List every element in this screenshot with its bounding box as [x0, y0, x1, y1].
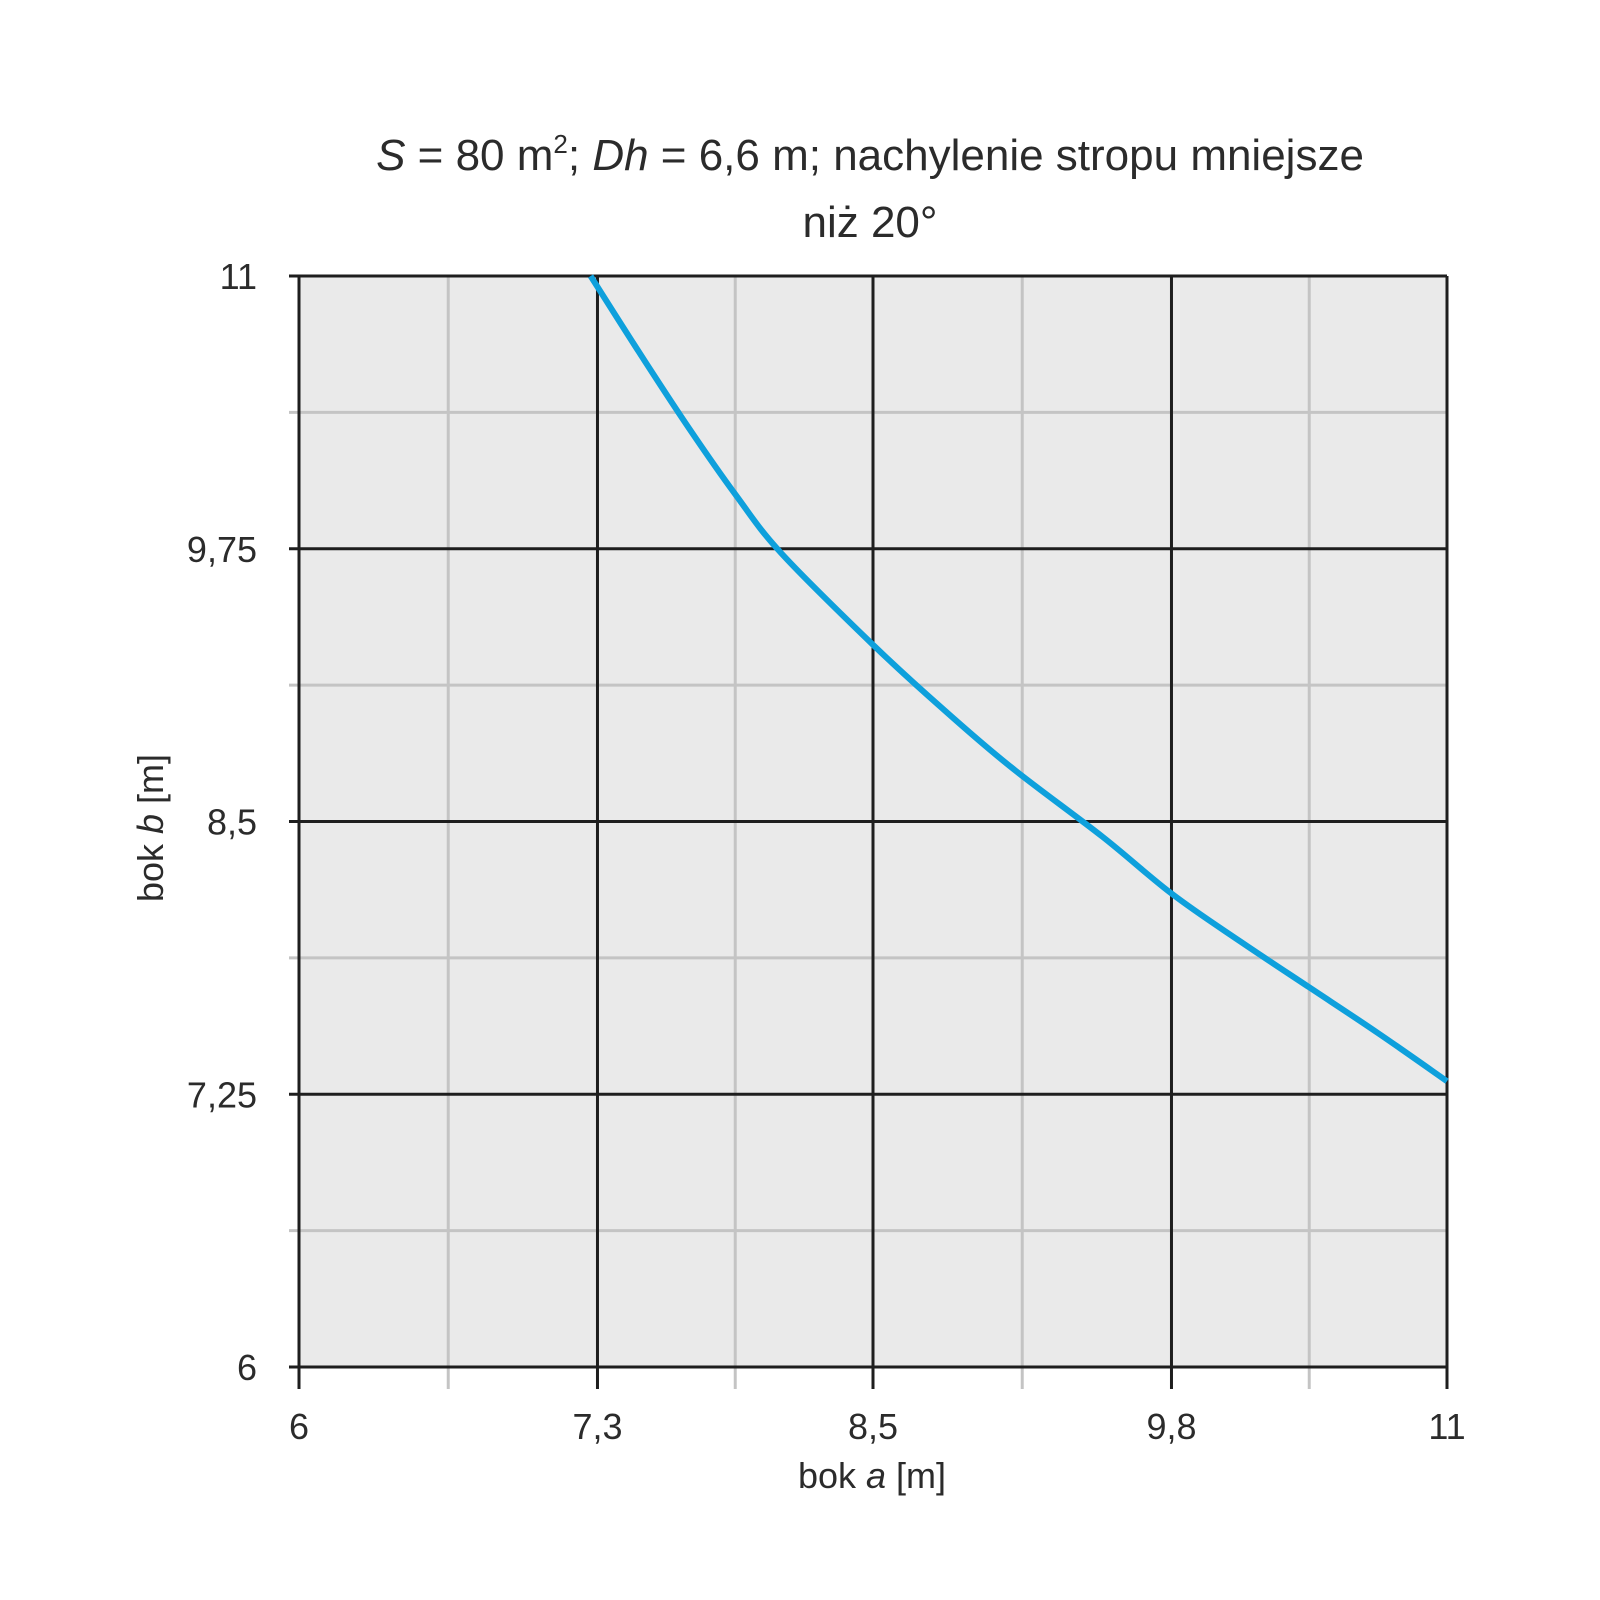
y-tick-label: 6: [237, 1347, 257, 1388]
y-tick-label: 11: [220, 256, 257, 297]
series-layer: [588, 274, 1449, 1084]
x-tick-label: 8,5: [848, 1406, 898, 1447]
series-line: [588, 274, 1449, 1084]
x-axis-label: bok a [m]: [798, 1455, 946, 1496]
x-tick-label: 7,3: [572, 1406, 622, 1447]
ticks: 6 7,3 8,5 9,8 11 6 7,25 8,5 9,75 11: [187, 256, 1466, 1447]
chart-title-line1: S = 80 m2; Dh = 6,6 m; nachylenie stropu…: [376, 129, 1364, 180]
x-tick-label: 9,8: [1146, 1406, 1196, 1447]
y-axis-label: bok b [m]: [130, 754, 171, 902]
y-tick-label: 8,5: [207, 802, 257, 843]
y-tick-label: 7,25: [187, 1074, 257, 1115]
y-tick-label: 9,75: [187, 529, 257, 570]
grid: [289, 274, 1449, 1389]
chart-title-line2: niż 20°: [802, 198, 937, 247]
x-tick-label: 11: [1428, 1406, 1465, 1447]
x-tick-label: 6: [289, 1406, 309, 1447]
